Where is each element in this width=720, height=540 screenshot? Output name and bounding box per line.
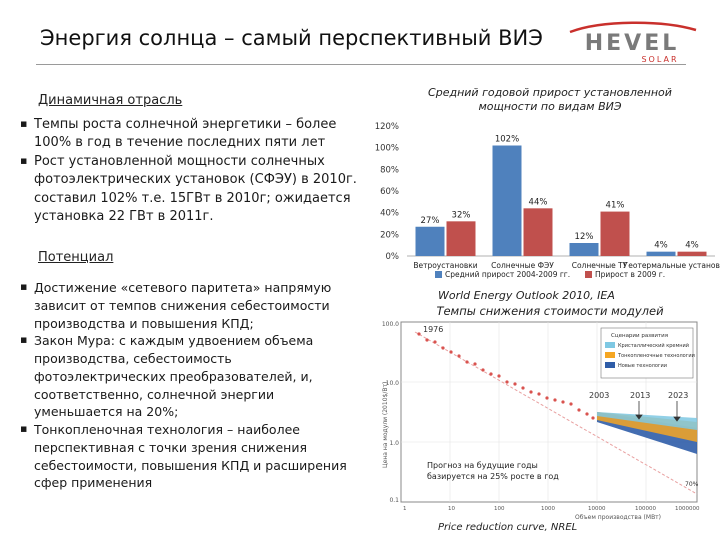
y-tick-label: 120% [375, 122, 399, 132]
legend-swatch [605, 352, 615, 358]
bullet-item: Тонкопленочная технология – наиболее пер… [20, 421, 365, 492]
bar-chart-caption-line: Средний годовой прирост установленной [428, 86, 672, 99]
year-2013: 2013 [630, 391, 650, 400]
year-2003: 2003 [589, 391, 609, 400]
bar-value-label: 102% [495, 135, 519, 145]
bar-value-label: 41% [606, 201, 625, 211]
scenario-legend [600, 327, 694, 379]
x-tick: 1000 [541, 506, 555, 512]
bar [646, 251, 676, 256]
dynamic-bullets: Темпы роста солнечной энергетики – более… [20, 116, 375, 227]
year-1976: 1976 [423, 325, 443, 334]
bar [492, 145, 522, 256]
y-tick: 10.0 [386, 380, 400, 387]
label-70: 70% [685, 481, 699, 488]
section-dynamic-heading: Динамичная отрасль [38, 93, 183, 108]
bar-value-label: 27% [421, 216, 440, 226]
legend-swatch [585, 271, 592, 278]
legend-swatch [435, 271, 442, 278]
bar-value-label: 4% [654, 241, 668, 251]
bar [446, 221, 476, 256]
bar [600, 211, 630, 256]
x-axis-title: Объем производства (МВт) [575, 514, 661, 521]
bar [523, 208, 553, 256]
y-tick: 0.1 [389, 497, 399, 504]
bar-chart: 0% 20% 40% 60% 80% 100% 120% 27% 32% Ветроустанов… [375, 122, 720, 279]
bar-value-label: 4% [685, 241, 699, 251]
logo-name: HEVEL [585, 31, 680, 56]
title-divider [36, 64, 686, 65]
legend-label: Средний прирост 2004-2009 гг. [445, 270, 570, 279]
year-2023: 2023 [668, 391, 688, 400]
x-tick: 10 [448, 506, 455, 512]
bar [569, 243, 599, 256]
bar-value-label: 12% [575, 232, 594, 242]
trend-line [414, 331, 698, 495]
bullet-item: Темпы роста солнечной энергетики – более… [20, 116, 375, 153]
category-label: Ветроустановки [413, 261, 477, 270]
curve-chart-source: Price reduction curve, NREL [438, 522, 578, 533]
x-tick: 1000000 [675, 506, 700, 512]
legend-title: Сценарии развития [611, 333, 668, 339]
y-tick-label: 20% [380, 230, 399, 240]
y-tick: 100.0 [382, 321, 399, 328]
y-tick-label: 100% [375, 144, 399, 154]
legend-label: Кристаллический кремний [618, 342, 689, 349]
y-tick: 1.0 [389, 440, 399, 447]
bar-chart-caption: Средний годовой прирост установленной мо… [420, 86, 680, 114]
hevel-logo: HEVEL SOLAR [569, 21, 697, 64]
bar-chart-source: World Energy Outlook 2010, IEA [438, 289, 615, 302]
scenario-crystalline [597, 412, 697, 430]
bullet-item: Рост установленной мощности солнечных фо… [20, 153, 375, 227]
legend-swatch [605, 342, 615, 348]
legend-label: Новые технологии [618, 363, 667, 369]
legend-label: Прирост в 2009 г. [595, 270, 665, 279]
bar-chart-caption-line: мощности по видам ВИЭ [478, 99, 622, 113]
legend-label: Тонкопленочные технологии [617, 353, 695, 359]
bar-value-label: 32% [452, 210, 471, 220]
x-tick: 100 [494, 506, 505, 512]
bullet-item: Достижение «сетевого паритета» напрямую … [20, 279, 365, 332]
section-potential-heading: Потенциал [38, 250, 114, 265]
legend-swatch [605, 362, 615, 368]
category-label: Солнечные ТУ [572, 261, 628, 270]
y-tick-label: 40% [380, 209, 399, 219]
forecast-note: базируется на 25% росте в год [427, 472, 559, 481]
price-points [417, 332, 595, 420]
x-tick: 100000 [635, 506, 656, 512]
logo-sub: SOLAR [641, 55, 678, 64]
curve-chart-caption: Темпы снижения стоимости модулей [436, 304, 664, 318]
y-axis-title: Цена на модули (2010$/Вт) [382, 382, 389, 468]
x-tick: 10000 [588, 506, 606, 512]
x-tick: 1 [403, 506, 407, 512]
y-tick-label: 80% [380, 165, 399, 175]
forecast-note: Прогноз на будущие годы [427, 461, 538, 470]
category-label: Солнечные ФЭУ [491, 261, 554, 270]
bar [415, 226, 445, 256]
price-curve-chart: 100.0 10.0 1.0 0.1 1 10 100 1000 10000 1… [375, 318, 705, 524]
bar-value-label: 44% [529, 197, 548, 207]
y-tick-label: 0% [386, 252, 400, 262]
bar [677, 251, 707, 256]
bullet-item: Закон Мура: с каждым удвоением объема пр… [20, 332, 365, 421]
y-tick-label: 60% [380, 187, 399, 197]
potential-bullets: Достижение «сетевого паритета» напрямую … [20, 279, 365, 492]
category-label: Геотермальные установки [624, 261, 720, 270]
slide-title: Энергия солнца – самый перспективный ВИЭ [40, 26, 543, 50]
